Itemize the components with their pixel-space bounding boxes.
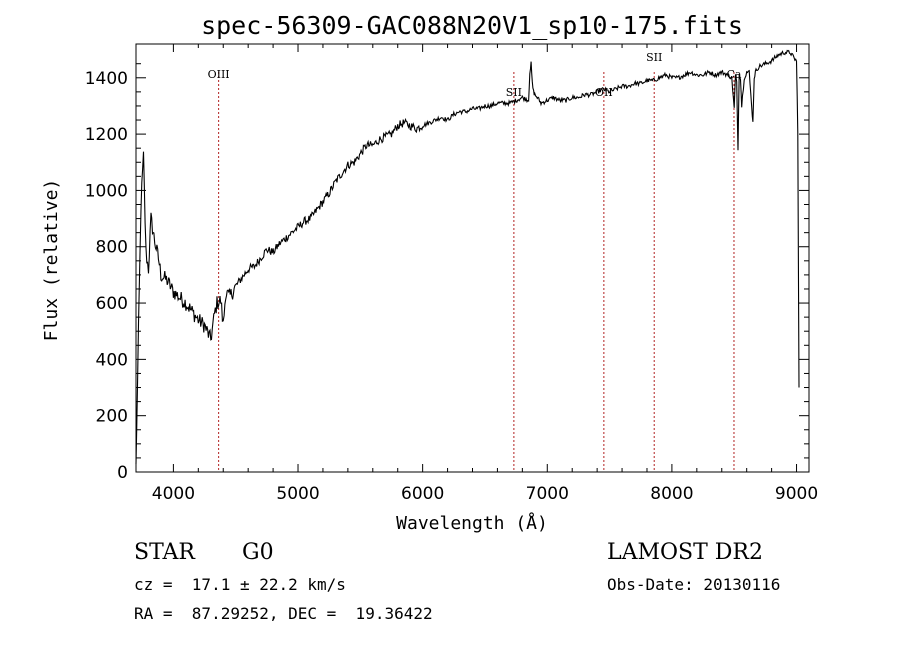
- y-tick-label: 1200: [85, 125, 128, 145]
- y-tick-label: 1000: [85, 181, 128, 201]
- line-label: SII: [506, 86, 522, 99]
- y-axis-label: Flux (relative): [41, 179, 62, 342]
- axis-ticks: 4000 5000 6000 7000 8000 9000 0 200 400 600 800 100…: [85, 44, 818, 504]
- x-tick-label: 8000: [650, 484, 693, 504]
- x-tick-label: 4000: [152, 484, 195, 504]
- object-subclass: G0: [242, 540, 274, 565]
- spectrum-line: [135, 49, 800, 465]
- chart-title: spec-56309-GAC088N20V1_sp10-175.fits: [201, 11, 743, 40]
- x-tick-label: 5000: [276, 484, 319, 504]
- survey-name: LAMOST DR2: [607, 540, 763, 565]
- x-tick-label: 6000: [401, 484, 444, 504]
- y-tick-label: 600: [96, 294, 128, 314]
- y-tick-label: 400: [96, 350, 128, 370]
- y-tick-label: 800: [96, 238, 128, 258]
- observation-date: Obs-Date: 20130116: [607, 575, 781, 594]
- line-label: Ca: [726, 68, 741, 81]
- x-axis-label: Wavelength (Å): [396, 512, 548, 534]
- x-tick-label: 9000: [775, 484, 818, 504]
- y-tick-label: 0: [117, 463, 128, 483]
- y-tick-label: 200: [96, 407, 128, 427]
- coordinates: RA = 87.29252, DEC = 19.36422: [134, 604, 433, 623]
- x-tick-label: 7000: [526, 484, 569, 504]
- line-label: OIII: [208, 68, 230, 81]
- redshift-value: cz = 17.1 ± 22.2 km/s: [134, 575, 346, 594]
- y-tick-label: 1400: [85, 69, 128, 89]
- object-class: STAR: [134, 540, 195, 565]
- line-label: SII: [646, 51, 662, 64]
